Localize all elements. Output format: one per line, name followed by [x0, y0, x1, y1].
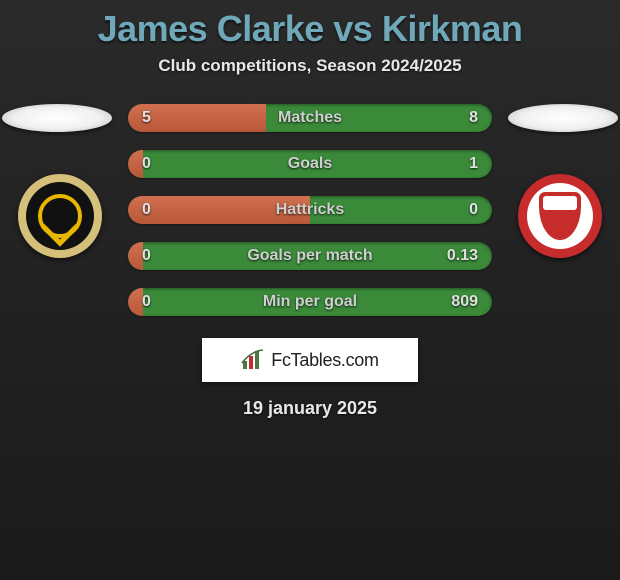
branding-text: FcTables.com	[271, 350, 378, 371]
stat-left-value: 5	[128, 109, 188, 127]
stat-right-value: 8	[432, 109, 492, 127]
club-crest-right-inner	[527, 183, 593, 249]
chevron-icon	[38, 194, 82, 238]
stat-right-value: 0	[432, 201, 492, 219]
stat-label: Goals	[188, 155, 432, 173]
stat-bar: 0Min per goal809	[128, 288, 492, 316]
stat-right-value: 0.13	[432, 247, 492, 265]
shield-icon	[539, 192, 581, 240]
stat-label: Min per goal	[188, 293, 432, 311]
page-subtitle: Club competitions, Season 2024/2025	[0, 56, 620, 76]
club-crest-left-inner	[26, 182, 94, 250]
stat-bar: 0Goals1	[128, 150, 492, 178]
player-right-portrait-placeholder	[508, 104, 618, 132]
main-row: 5Matches80Goals10Hattricks00Goals per ma…	[0, 104, 620, 316]
stat-left-value: 0	[128, 155, 188, 173]
stat-bar: 0Goals per match0.13	[128, 242, 492, 270]
stat-label: Matches	[188, 109, 432, 127]
stat-left-value: 0	[128, 247, 188, 265]
stat-left-value: 0	[128, 201, 188, 219]
bar-chart-icon	[241, 349, 265, 371]
player-right-column	[500, 104, 620, 258]
branding-badge: FcTables.com	[202, 338, 418, 382]
stats-bars: 5Matches80Goals10Hattricks00Goals per ma…	[120, 104, 500, 316]
page-title: James Clarke vs Kirkman	[0, 8, 620, 50]
stat-label: Goals per match	[188, 247, 432, 265]
snapshot-date: 19 january 2025	[0, 398, 620, 419]
stat-bar: 0Hattricks0	[128, 196, 492, 224]
stat-left-value: 0	[128, 293, 188, 311]
stat-right-value: 809	[432, 293, 492, 311]
player-left-column	[0, 104, 120, 258]
club-crest-right	[518, 174, 602, 258]
stat-label: Hattricks	[188, 201, 432, 219]
stat-right-value: 1	[432, 155, 492, 173]
stat-bar: 5Matches8	[128, 104, 492, 132]
player-left-portrait-placeholder	[2, 104, 112, 132]
comparison-card: James Clarke vs Kirkman Club competition…	[0, 0, 620, 419]
club-crest-left	[18, 174, 102, 258]
